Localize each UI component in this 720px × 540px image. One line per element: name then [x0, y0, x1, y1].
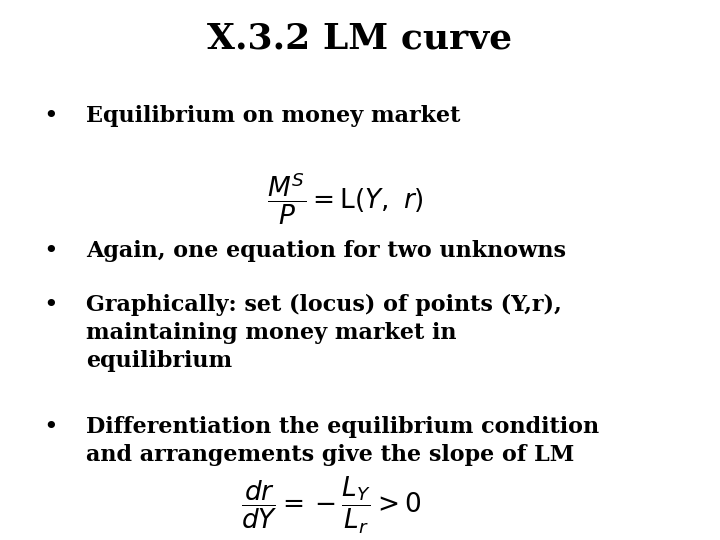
Text: Equilibrium on money market: Equilibrium on money market [86, 105, 461, 127]
Text: X.3.2 LM curve: X.3.2 LM curve [207, 22, 513, 56]
Text: $\dfrac{M^S}{P} = \mathrm{L}(Y,\ r)$: $\dfrac{M^S}{P} = \mathrm{L}(Y,\ r)$ [267, 170, 424, 227]
Text: •: • [43, 416, 58, 439]
Text: $\dfrac{dr}{dY} = -\dfrac{L_Y}{L_r} > 0$: $\dfrac{dr}{dY} = -\dfrac{L_Y}{L_r} > 0$ [241, 475, 421, 536]
Text: •: • [43, 105, 58, 129]
Text: •: • [43, 294, 58, 318]
Text: Graphically: set (locus) of points (Y,r),
maintaining money market in
equilibriu: Graphically: set (locus) of points (Y,r)… [86, 294, 562, 372]
Text: Again, one equation for two unknowns: Again, one equation for two unknowns [86, 240, 567, 262]
Text: Differentiation the equilibrium condition
and arrangements give the slope of LM: Differentiation the equilibrium conditio… [86, 416, 600, 465]
Text: •: • [43, 240, 58, 264]
